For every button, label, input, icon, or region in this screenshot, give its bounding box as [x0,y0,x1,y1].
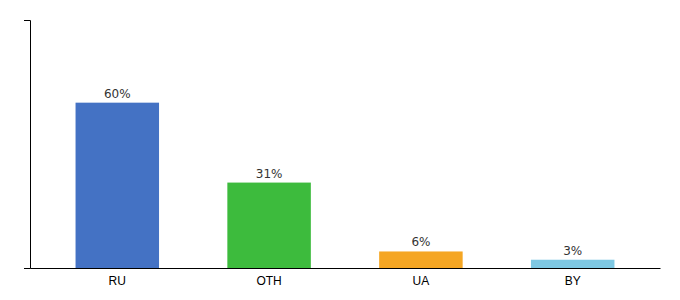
bar [227,183,310,268]
bar [76,103,159,268]
data-label: 6% [411,235,430,249]
x-axis: RU OTH UA BY [31,269,661,288]
chart-svg: RU OTH UA BY 60% 31% 6% 3% [0,0,680,300]
x-tick-label: UA [413,274,430,288]
chart-container: RU OTH UA BY 60% 31% 6% 3% [0,0,680,300]
data-labels: 60% 31% 6% 3% [104,87,582,258]
data-label: 3% [563,244,582,258]
x-tick-label: RU [109,274,126,288]
data-label: 60% [104,87,131,101]
plot: RU OTH UA BY 60% 31% 6% 3% [24,21,661,288]
y-axis [24,21,31,269]
x-tick: RU [109,274,126,288]
x-tick: UA [413,274,430,288]
y-axis-line [24,21,31,269]
bar [379,251,462,268]
x-tick: BY [565,274,581,288]
x-axis-line [31,268,661,269]
x-tick-label: OTH [256,274,281,288]
x-tick-label: BY [565,274,581,288]
data-label: 31% [256,167,283,181]
bars [76,103,615,268]
x-tick: OTH [256,274,281,288]
bar [531,260,614,268]
